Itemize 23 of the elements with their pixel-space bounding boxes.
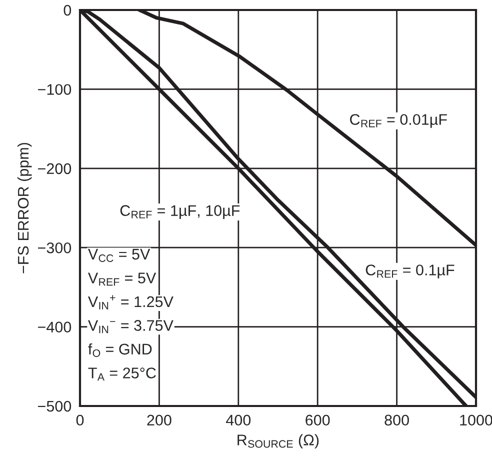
annotation: f$_{O}$ = GND [88, 343, 152, 357]
y-axis-title: −FS ERROR (ppm) [17, 142, 32, 274]
annotation: V$_{IN}$$^{+}$ = 1.25V [88, 295, 174, 310]
y-tick-label: −400 [38, 322, 72, 332]
y-tick-label: 0 [64, 4, 72, 16]
y-tick-label: −300 [38, 242, 72, 254]
series-label: C$_{REF}$ = 0.01µF [350, 114, 447, 128]
x-tick-label: 800 [384, 414, 409, 426]
x-tick-label: 200 [147, 414, 172, 426]
y-tick-label: −200 [38, 163, 72, 174]
annotation: V$_{CC}$ = 5V [88, 248, 150, 262]
series-label: C$_{REF}$ = 0.1µF [366, 264, 454, 278]
y-tick-label: −500 [38, 400, 72, 412]
annotation: T$_{A}$ = 25°C [88, 368, 156, 381]
x-tick-label: 1000 [460, 414, 492, 426]
x-axis-title: R$_{SOURCE}$ (Ω) [238, 434, 319, 448]
y-tick-label: −100 [38, 84, 72, 95]
series-label: C$_{REF}$ = 1µF, 10µF [120, 205, 240, 220]
annotation: V$_{REF}$ = 5V [88, 272, 156, 286]
x-tick-label: 0 [76, 414, 84, 426]
x-tick-label: 600 [306, 414, 330, 426]
x-tick-label: 400 [226, 414, 251, 426]
annotation: V$_{IN}$$^{−}$ = 3.75V [88, 320, 174, 334]
